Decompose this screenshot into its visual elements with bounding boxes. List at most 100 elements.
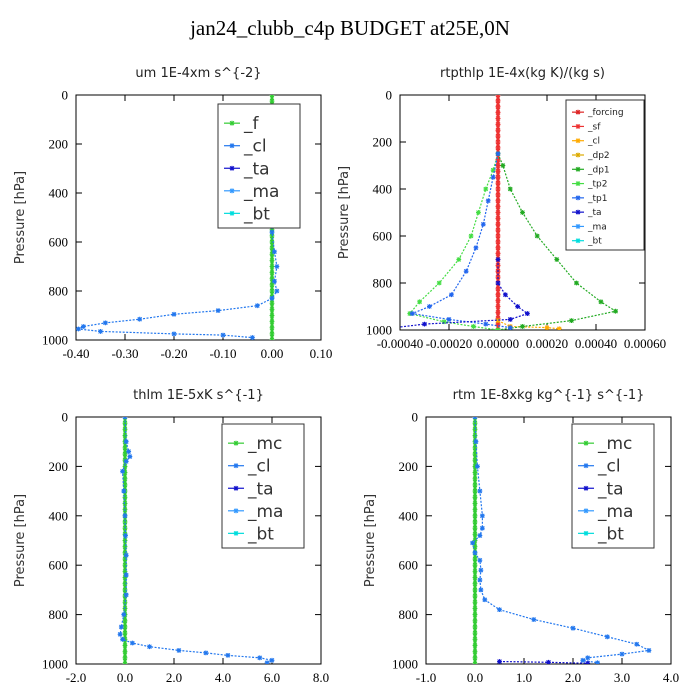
figure-title: jan24_clubb_c4p BUDGET at25E,0N [190, 16, 510, 40]
data-point [122, 519, 128, 525]
legend-label: _cl [587, 137, 600, 147]
data-point [472, 606, 478, 611]
data-point [477, 557, 483, 563]
data-point [495, 157, 501, 163]
legend-label: _bt [597, 524, 624, 544]
y-tick-label: 1000 [42, 657, 68, 672]
data-point [147, 644, 152, 650]
data-point [449, 292, 454, 298]
data-point [580, 657, 586, 663]
data-point [472, 476, 478, 482]
y-tick-label: 800 [373, 276, 393, 291]
legend: _f _cl_ta _ma_bt [217, 103, 301, 229]
data-point [472, 649, 478, 655]
x-tick-label: 4.0 [215, 670, 231, 685]
data-point [495, 304, 501, 309]
data-point [497, 659, 502, 664]
data-point [472, 525, 478, 531]
data-point [495, 286, 501, 292]
data-point [472, 599, 478, 605]
chart-panel-2: rtpthlp 1E-4x(kg K)/(kg s) Pressure [hPa]… [337, 66, 666, 351]
x-tick-label: 0.00000 [477, 336, 519, 351]
data-point [393, 325, 398, 330]
data-point [495, 257, 501, 262]
data-point [122, 417, 128, 420]
data-point [507, 186, 513, 192]
data-point [472, 544, 478, 550]
legend-label: _ta [243, 159, 270, 179]
x-tick-label: 1.0 [516, 670, 532, 685]
data-point [495, 95, 501, 98]
data-point [269, 337, 275, 340]
data-point [122, 575, 128, 580]
x-tick-label: -1.0 [416, 670, 437, 685]
data-point [473, 245, 479, 251]
data-point [472, 488, 478, 494]
legend-marker [233, 485, 239, 491]
data-point [495, 204, 501, 210]
x-tick-label: 0.00060 [624, 336, 666, 351]
data-point [495, 221, 501, 227]
y-tick-label: 0 [412, 410, 419, 425]
data-point [472, 482, 478, 488]
legend-marker [583, 463, 589, 469]
data-point [171, 331, 177, 337]
data-point [472, 587, 478, 593]
data-point [176, 648, 182, 653]
data-point [495, 251, 501, 257]
panel-title: um 1E-4xm s^{-2} [135, 66, 261, 81]
data-point [495, 327, 501, 330]
data-point [495, 215, 501, 221]
data-point [126, 449, 132, 454]
y-axis-label: Pressure [hPa] [13, 494, 28, 587]
y-tick-label: 800 [399, 607, 419, 622]
data-point [485, 198, 491, 204]
data-point [122, 581, 128, 587]
data-point [534, 233, 540, 239]
data-point [472, 464, 478, 469]
chart-panel-1: um 1E-4xm s^{-2} Pressure [hPa] 0 200 400 600… [13, 66, 332, 361]
data-point [122, 513, 128, 519]
data-point [495, 280, 501, 286]
legend-marker [583, 530, 589, 536]
data-point [476, 210, 481, 215]
legend-marker [229, 120, 235, 126]
data-point [122, 556, 128, 562]
y-tick-label: 200 [49, 137, 69, 152]
data-point [269, 288, 275, 294]
data-point [473, 439, 479, 445]
data-point [264, 660, 270, 664]
x-tick-label: 0.00 [261, 346, 284, 361]
legend: _mc _cl_ta _ma_bt [571, 423, 655, 549]
data-point [269, 95, 275, 98]
legend-label: _dp2 [587, 151, 610, 161]
data-point [122, 587, 128, 593]
data-point [472, 581, 478, 587]
data-point [122, 599, 128, 605]
data-point [122, 482, 128, 488]
y-tick-label: 200 [399, 459, 419, 474]
data-point [495, 168, 501, 174]
data-point [495, 186, 501, 192]
data-point [472, 470, 478, 475]
y-tick-label: 600 [399, 558, 419, 573]
series-line-dp1 [497, 153, 618, 330]
data-point [495, 139, 501, 145]
data-point [531, 617, 537, 622]
series-group [117, 417, 275, 664]
x-tick-label: 0.0 [467, 670, 483, 685]
series-line-tp1 [410, 153, 511, 329]
panel-title: rtm 1E-8xkg kg^{-1} s^{-1} [453, 388, 645, 403]
x-tick-label: -0.00020 [426, 336, 473, 351]
data-point [269, 239, 275, 245]
series-line-tp2 [408, 153, 499, 330]
data-point [520, 210, 525, 215]
data-point [203, 650, 209, 656]
y-tick-label: 0 [62, 88, 69, 103]
data-point [463, 268, 469, 274]
data-point [122, 649, 128, 655]
y-tick-label: 600 [373, 229, 393, 244]
data-point [76, 326, 81, 332]
x-tick-label: -0.30 [111, 346, 138, 361]
data-point [472, 494, 478, 500]
